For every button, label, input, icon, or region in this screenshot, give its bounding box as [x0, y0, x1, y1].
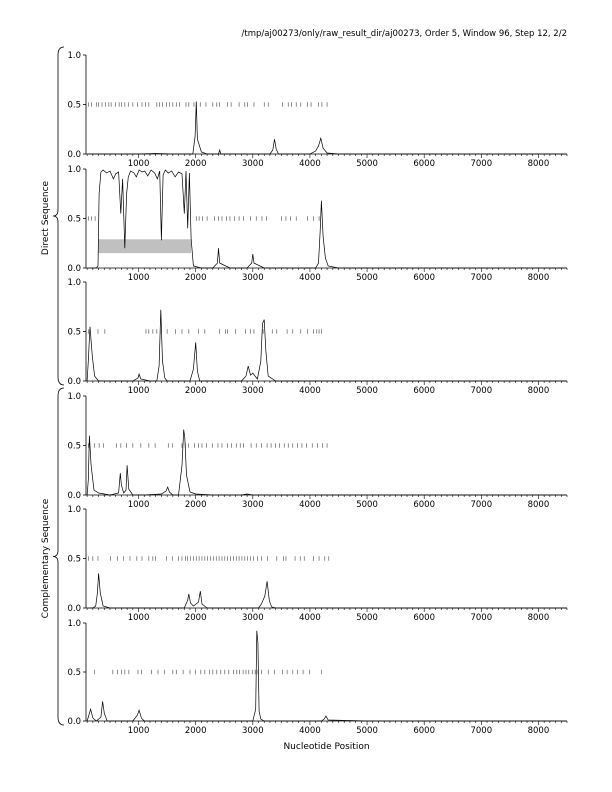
y-tick-label: 0.0: [67, 717, 81, 727]
y-tick-label: 1.0: [67, 165, 81, 175]
x-tick-label: 7000: [470, 500, 492, 510]
x-tick-label: 1000: [128, 726, 150, 736]
x-tick-label: 6000: [413, 500, 435, 510]
x-tick-label: 2000: [185, 386, 207, 396]
panel-1: 0.0 0.5 1.0 1000 2000 3000 4000 5000 6000 7000 800…: [67, 51, 568, 169]
x-tick-label: 5000: [356, 386, 378, 396]
x-tick-label: 4000: [299, 726, 321, 736]
highlight-box: [98, 239, 192, 254]
series-line: [88, 169, 567, 269]
brace-complementary: [52, 387, 65, 726]
group-label-complementary: Complementary Sequence: [41, 498, 51, 618]
x-tick-label: 7000: [470, 613, 492, 623]
x-tick-label: 7000: [470, 159, 492, 169]
x-tick-label: 1000: [128, 613, 150, 623]
panel-2: 0.0 0.5 1.0 1000 2000 3000 4000 5000 6000 7000 800…: [67, 165, 568, 283]
x-tick-label: 8000: [528, 273, 550, 283]
x-tick-label: 6000: [413, 726, 435, 736]
x-tick-label: 1000: [128, 159, 150, 169]
x-tick-label: 7000: [470, 386, 492, 396]
x-tick-label: 1000: [128, 273, 150, 283]
x-tick-label: 5000: [356, 726, 378, 736]
y-tick-label: 0.0: [67, 491, 81, 501]
x-tick-label: 7000: [470, 726, 492, 736]
x-tick-label: 8000: [528, 500, 550, 510]
y-tick-label: 0.0: [67, 150, 81, 160]
y-tick-label: 0.5: [67, 328, 81, 338]
panel-6: 0.0 0.5 1.0 1000 2000 3000 4000 5000 6000 7000 800…: [67, 619, 568, 736]
header-path-text: /tmp/aj00273/only/raw_result_dir/aj00273…: [242, 29, 567, 39]
x-tick-label: 6000: [413, 273, 435, 283]
x-tick-label: 2000: [185, 613, 207, 623]
x-tick-label: 2000: [185, 159, 207, 169]
x-tick-label: 8000: [528, 726, 550, 736]
x-tick-label: 6000: [413, 386, 435, 396]
x-tick-label: 5000: [356, 159, 378, 169]
x-tick-label: 4000: [299, 613, 321, 623]
y-tick-label: 1.0: [67, 392, 81, 402]
x-tick-label: 8000: [528, 159, 550, 169]
series-line: [86, 429, 567, 496]
panel-4: 0.0 0.5 1.0 1000 2000 3000 4000 5000 6000 7000 800…: [67, 392, 568, 510]
x-tick-label: 3000: [242, 613, 264, 623]
x-tick-label: 6000: [413, 613, 435, 623]
y-tick-label: 0.5: [67, 555, 81, 565]
y-tick-label: 0.0: [67, 604, 81, 614]
series-line: [86, 309, 567, 382]
y-tick-label: 1.0: [67, 51, 81, 61]
x-tick-label: 3000: [242, 500, 264, 510]
y-tick-label: 0.5: [67, 101, 81, 111]
x-tick-label: 3000: [242, 386, 264, 396]
x-tick-label: 7000: [470, 273, 492, 283]
x-tick-label: 2000: [185, 273, 207, 283]
x-tick-label: 2000: [185, 726, 207, 736]
panels-layer: 0.0 0.5 1.0 1000 2000 3000 4000 5000 6000 7000 800…: [67, 51, 568, 736]
y-tick-label: 0.0: [67, 264, 81, 274]
x-tick-label: 3000: [242, 273, 264, 283]
brace-direct: [52, 46, 65, 386]
y-tick-label: 1.0: [67, 619, 81, 629]
x-tick-label: 1000: [128, 500, 150, 510]
x-axis-label: Nucleotide Position: [283, 742, 369, 752]
x-tick-label: 8000: [528, 613, 550, 623]
x-tick-label: 3000: [242, 726, 264, 736]
y-tick-label: 0.5: [67, 668, 81, 678]
x-tick-label: 3000: [242, 159, 264, 169]
x-tick-label: 4000: [299, 500, 321, 510]
y-tick-label: 0.5: [67, 215, 81, 225]
x-tick-label: 6000: [413, 159, 435, 169]
panel-3: 0.0 0.5 1.0 1000 2000 3000 4000 5000 6000 7000 800…: [67, 278, 568, 396]
y-tick-label: 1.0: [67, 505, 81, 515]
series-line: [88, 101, 567, 155]
x-tick-label: 1000: [128, 386, 150, 396]
x-tick-label: 8000: [528, 386, 550, 396]
x-tick-label: 5000: [356, 273, 378, 283]
x-tick-label: 4000: [299, 386, 321, 396]
x-tick-label: 4000: [299, 159, 321, 169]
x-tick-label: 2000: [185, 500, 207, 510]
series-line: [88, 573, 567, 609]
y-tick-label: 0.0: [67, 377, 81, 387]
y-tick-label: 1.0: [67, 278, 81, 288]
y-tick-label: 0.5: [67, 442, 81, 452]
panel-5: 0.0 0.5 1.0 1000 2000 3000 4000 5000 6000 7000 800…: [67, 505, 568, 623]
x-tick-label: 5000: [356, 500, 378, 510]
group-label-direct: Direct Sequence: [41, 180, 51, 255]
x-tick-label: 5000: [356, 613, 378, 623]
x-tick-label: 4000: [299, 273, 321, 283]
series-line: [86, 630, 567, 722]
